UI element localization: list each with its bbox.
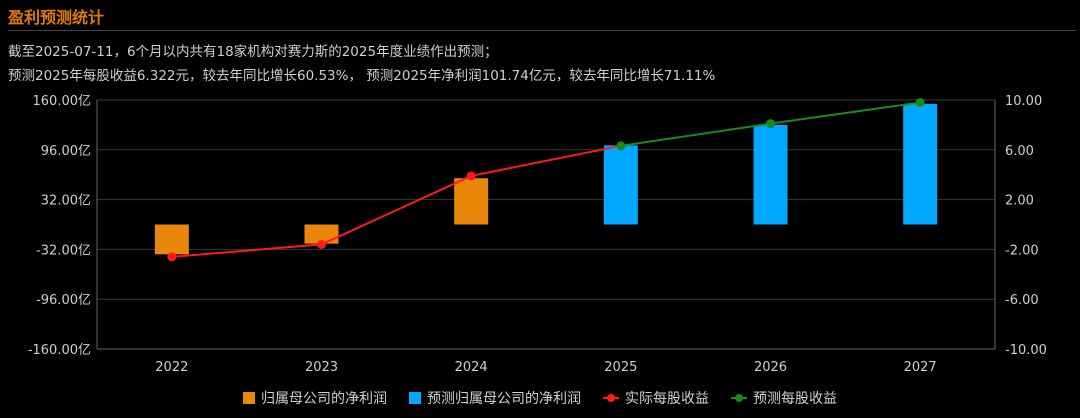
right-axis-tick-label: 10.00 <box>1005 94 1042 109</box>
x-axis-tick-label: 2022 <box>155 360 188 375</box>
left-axis-tick-label: 96.00亿 <box>41 144 91 159</box>
point <box>616 141 626 151</box>
bar <box>903 103 938 225</box>
legend-item-forecast-profit[interactable]: 预测归属母公司的净利润 <box>409 388 581 408</box>
legend-swatch-actual-eps <box>603 392 619 404</box>
bar <box>603 145 638 225</box>
series-line-actual-eps <box>171 144 622 258</box>
legend-swatch-forecast-profit <box>409 392 421 404</box>
point <box>167 252 177 262</box>
legend-swatch-forecast-eps <box>731 392 747 404</box>
legend-item-forecast-eps[interactable]: 预测每股收益 <box>731 388 837 408</box>
left-axis-tick-label: 160.00亿 <box>33 94 92 109</box>
legend-label-forecast-profit: 预测归属母公司的净利润 <box>427 391 581 407</box>
left-axis-tick-label: -96.00亿 <box>36 293 91 308</box>
right-axis-tick-label: -2.00 <box>1005 243 1039 258</box>
right-axis-tick-label: -6.00 <box>1005 293 1039 308</box>
x-axis-tick-label: 2027 <box>904 360 937 375</box>
bar <box>154 224 189 255</box>
chart-legend: 归属母公司的净利润 预测归属母公司的净利润 实际每股收益 预测每股收益 <box>0 388 1080 408</box>
point <box>466 171 476 181</box>
title-divider <box>8 30 1076 31</box>
left-axis-tick-label: 32.00亿 <box>41 194 91 209</box>
bar <box>753 124 788 225</box>
legend-label-actual-eps: 实际每股收益 <box>625 391 709 407</box>
right-axis-tick-label: 6.00 <box>1005 144 1034 159</box>
left-axis-tick-label: -32.00亿 <box>36 243 91 258</box>
legend-label-forecast-eps: 预测每股收益 <box>753 391 837 407</box>
legend-item-actual-profit[interactable]: 归属母公司的净利润 <box>243 388 387 408</box>
point <box>766 119 775 129</box>
legend-swatch-actual-profit <box>243 392 255 404</box>
point <box>317 239 326 249</box>
summary-line-1: 截至2025-07-11，6个月以内共有18家机构对赛力斯的2025年度业绩作出… <box>8 44 498 60</box>
left-axis-tick-label: -160.00亿 <box>28 343 91 358</box>
summary-line-2: 预测2025年每股收益6.322元，较去年同比增长60.53%， 预测2025年… <box>8 68 716 84</box>
right-axis-tick-label: 2.00 <box>1005 194 1034 209</box>
x-axis-tick-label: 2025 <box>604 360 637 375</box>
bar <box>304 224 339 244</box>
legend-label-actual-profit: 归属母公司的净利润 <box>261 391 387 407</box>
right-axis-tick-label: -10.00 <box>1005 343 1047 358</box>
x-axis-tick-label: 2024 <box>455 360 488 375</box>
point <box>915 97 925 107</box>
x-axis-tick-label: 2023 <box>305 360 338 375</box>
bar <box>454 178 489 225</box>
legend-item-actual-eps[interactable]: 实际每股收益 <box>603 388 709 408</box>
page-title: 盈利预测统计 <box>8 8 105 27</box>
x-axis-tick-label: 2026 <box>754 360 787 375</box>
